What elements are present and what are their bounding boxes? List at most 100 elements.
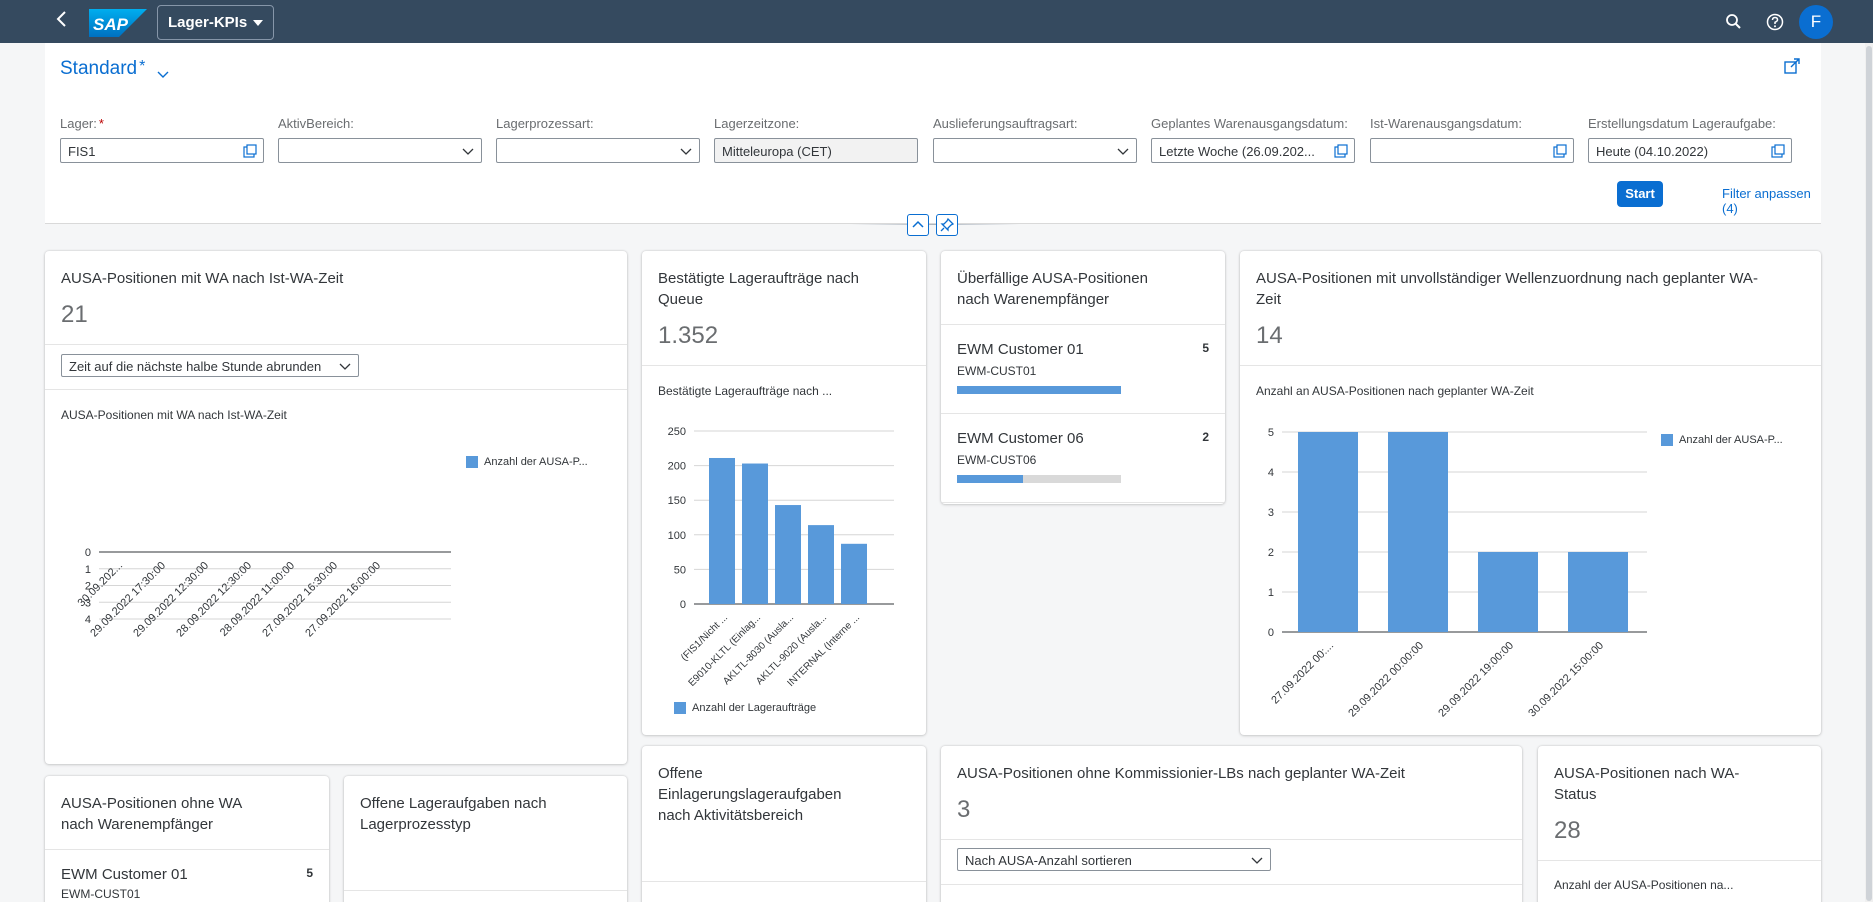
variant-modified-marker: *: [139, 58, 146, 75]
filter-field: Geplantes Warenausgangsdatum: Letzte Woch…: [1151, 116, 1355, 163]
item-name: EWM Customer 06: [957, 430, 1084, 447]
list-item[interactable]: EWM Customer 01 EWM-CUST01 5: [45, 850, 329, 902]
chart-subtitle: AUSA-Positionen mit WA nach Ist-WA-Zeit: [61, 408, 287, 422]
chevron-down-icon[interactable]: [679, 144, 693, 158]
item-code: EWM-CUST01: [61, 887, 141, 901]
card-unvollstaendige-wellenzuordnung[interactable]: AUSA-Positionen mit unvollständiger Well…: [1240, 251, 1821, 735]
card-title: AUSA-Positionen ohne Kommissionier-LBs n…: [957, 765, 1405, 782]
adapt-filters-link[interactable]: Filter anpassen (4): [1722, 186, 1811, 216]
progress-fill: [957, 386, 1121, 394]
x-tick-label: 29.09.2022 19:00:00: [1436, 640, 1516, 720]
search-icon[interactable]: [1724, 12, 1744, 32]
bar[interactable]: [808, 525, 834, 604]
filter-label: Lagerprozessart:: [496, 116, 594, 131]
value-help-icon[interactable]: [1771, 144, 1785, 158]
list-item[interactable]: EWM Customer 06 EWM-CUST06 2: [941, 414, 1225, 503]
card-title: AUSA-Positionen mit WA nach Ist-WA-Zeit: [61, 270, 344, 287]
x-tick-label: 29.09.2022 12:30:00: [131, 560, 211, 640]
bar[interactable]: [709, 457, 735, 604]
chevron-down-icon: [157, 71, 169, 78]
pin-header-button[interactable]: [936, 214, 958, 236]
card-bestaetigte-lagerauftraege[interactable]: Bestätigte Lageraufträge nach Queue 1.352…: [642, 251, 926, 735]
card-title: AUSA-Positionen nach WA- Status: [1554, 765, 1740, 803]
kpi-value: 28: [1554, 817, 1581, 844]
variant-selector[interactable]: Standard *: [60, 58, 169, 80]
chart-legend[interactable]: Anzahl der Lageraufträge: [674, 702, 816, 714]
kpi-value: 3: [957, 796, 971, 823]
card-offene-einlagerung[interactable]: Offene Einlagerungslageraufgaben nach Akti…: [642, 746, 926, 902]
value-help-icon[interactable]: [243, 144, 257, 158]
y-tick-label: 100: [668, 530, 686, 542]
card-title: Offene Einlagerungslageraufgaben nach Akti…: [658, 765, 842, 824]
card-offene-lageraufgaben[interactable]: Offene Lageraufgaben nach Lagerprozesstyp: [344, 776, 627, 902]
user-avatar[interactable]: F: [1799, 5, 1833, 39]
progress-bar: [957, 386, 1121, 394]
bar[interactable]: [1298, 432, 1358, 632]
list-item[interactable]: EWM Customer 01 EWM-CUST01 5: [941, 325, 1225, 414]
app-title-menu[interactable]: Lager-KPIs: [157, 5, 275, 40]
filter-field: Ist-Warenausgangsdatum:: [1370, 116, 1574, 163]
vertical-scrollbar[interactable]: [1865, 43, 1873, 902]
collapse-header-button[interactable]: [907, 214, 929, 236]
card-ausa-wa-status[interactable]: AUSA-Positionen nach WA- Status 28 Anzahl…: [1538, 746, 1821, 902]
filter-label: Ist-Warenausgangsdatum:: [1370, 116, 1522, 131]
card-title: Offene Lageraufgaben nach Lagerprozesstyp: [360, 795, 547, 833]
chart-legend[interactable]: Anzahl der AUSA-P...: [466, 456, 588, 468]
kpi-value: 1.352: [658, 322, 719, 349]
filter-input[interactable]: [1370, 138, 1574, 163]
kpi-value: 14: [1256, 322, 1283, 349]
y-tick-label: 1: [1268, 587, 1274, 599]
pin-icon: [940, 217, 955, 232]
sort-select[interactable]: Nach AUSA-Anzahl sortieren: [957, 848, 1271, 871]
chevron-down-icon: [339, 363, 351, 370]
filter-input[interactable]: [933, 138, 1137, 163]
item-code: EWM-CUST01: [957, 364, 1037, 378]
value-help-icon[interactable]: [1334, 144, 1348, 158]
legend-swatch: [466, 456, 478, 468]
card-ausa-ist-wa-zeit[interactable]: AUSA-Positionen mit WA nach Ist-WA-Zeit …: [45, 251, 627, 764]
app-title: Lager-KPIs: [168, 14, 248, 31]
chevron-down-icon[interactable]: [461, 144, 475, 158]
required-marker: *: [98, 116, 104, 131]
sap-logo[interactable]: SAP: [89, 9, 147, 37]
filter-input[interactable]: Mitteleuropa (CET): [714, 138, 918, 163]
chevron-down-icon[interactable]: [1116, 144, 1130, 158]
filter-input[interactable]: [496, 138, 700, 163]
bar[interactable]: [775, 505, 801, 604]
y-tick-label: 3: [85, 597, 91, 609]
filter-label: Lagerzeitzone:: [714, 116, 800, 131]
filter-value: Mitteleuropa (CET): [722, 144, 832, 159]
filter-label: AktivBereich:: [278, 116, 354, 131]
card-ausa-ohne-wa[interactable]: AUSA-Positionen ohne WA nach Warenempfäng…: [45, 776, 329, 902]
header-collapse-divider: [850, 224, 1020, 225]
back-button[interactable]: [55, 10, 69, 33]
bar[interactable]: [1478, 552, 1538, 632]
bar[interactable]: [841, 543, 867, 604]
scrollbar-thumb[interactable]: [1866, 46, 1872, 901]
chart-legend[interactable]: Anzahl der AUSA-P...: [1661, 434, 1783, 446]
y-tick-label: 5: [1268, 427, 1274, 439]
filter-label: Auslieferungsauftragsart:: [933, 116, 1078, 131]
x-tick-label: 27.09.2022 16:30:00: [260, 560, 340, 640]
rounding-select[interactable]: Zeit auf die nächste halbe Stunde abrund…: [61, 354, 359, 377]
filter-label: Geplantes Warenausgangsdatum:: [1151, 116, 1348, 131]
value-help-icon[interactable]: [1553, 144, 1567, 158]
item-value: 5: [306, 866, 313, 880]
bar[interactable]: [1568, 552, 1628, 632]
filter-input[interactable]: [278, 138, 482, 163]
filter-input[interactable]: FIS1: [60, 138, 264, 163]
filter-input[interactable]: Heute (04.10.2022): [1588, 138, 1792, 163]
card-ohne-kommissionier-lbs[interactable]: AUSA-Positionen ohne Kommissionier-LBs n…: [941, 746, 1522, 902]
bar[interactable]: [742, 463, 768, 604]
start-button[interactable]: Start: [1617, 181, 1663, 207]
help-icon[interactable]: [1765, 12, 1785, 32]
select-value: Zeit auf die nächste halbe Stunde abrund…: [69, 359, 322, 374]
card-ueberfaellige-ausa[interactable]: Überfällige AUSA-Positionen nach Warenemp…: [941, 251, 1225, 504]
bar[interactable]: [1388, 432, 1448, 632]
filter-input[interactable]: Letzte Woche (26.09.202...: [1151, 138, 1355, 163]
y-tick-label: 4: [1268, 467, 1274, 479]
caret-down-icon: [253, 19, 264, 26]
share-icon[interactable]: [1783, 57, 1801, 75]
